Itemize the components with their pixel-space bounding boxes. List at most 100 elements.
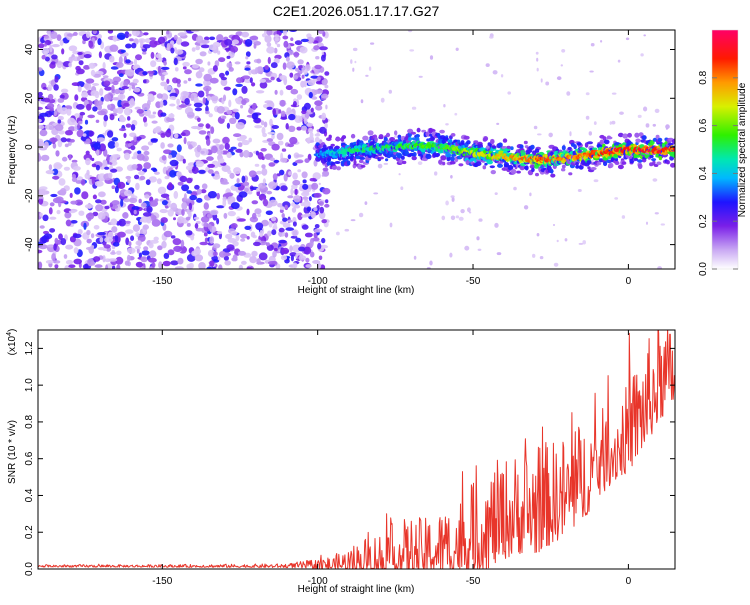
spectrogram-noise-cell — [268, 162, 276, 167]
spectrogram-noise-cell — [255, 222, 264, 231]
spectrogram-noise-cell — [182, 66, 187, 70]
spectrogram-noise-cell — [184, 69, 192, 75]
spectrogram-noise-cell — [77, 229, 83, 235]
spectrogram-noise-cell — [123, 102, 130, 107]
spectrogram-noise-cell — [230, 202, 240, 210]
spectrogram-noise-cell — [60, 137, 67, 143]
spectrogram-noise-cell — [38, 249, 43, 254]
spectrogram-noise-cell — [94, 264, 103, 268]
snr-y-tick-label: 0.2 — [24, 525, 35, 539]
spectrogram-noise-cell — [92, 194, 97, 200]
spectrogram-noise-cell — [207, 61, 211, 66]
spectrogram-noise-cell — [134, 106, 141, 110]
spectrogram-sparse-cell — [400, 186, 404, 190]
spectrogram-noise-cell — [88, 40, 94, 48]
spectrogram-noise-cell — [248, 170, 257, 178]
spectrogram-noise-cell — [135, 182, 140, 191]
spectrogram-x-tick-label: 0 — [626, 276, 632, 287]
snr-scale-label: (x104) — [6, 329, 18, 356]
spectrogram-sparse-cell — [450, 175, 453, 179]
spectrogram-noise-cell — [255, 170, 263, 175]
spectrogram-noise-cell — [97, 232, 106, 236]
spectrogram-ridge-cell — [606, 136, 613, 140]
spectrogram-noise-cell — [200, 150, 205, 154]
spectrogram-noise-cell — [313, 45, 320, 51]
spectrogram-noise-cell — [225, 70, 230, 76]
spectrogram-noise-cell — [304, 158, 310, 164]
spectrogram-ridge-cell — [430, 136, 435, 141]
spectrogram-noise-cell — [91, 157, 95, 162]
spectrogram-noise-cell — [91, 176, 95, 185]
spectrogram-noise-cell — [324, 122, 328, 129]
spectrogram-noise-cell — [278, 239, 287, 244]
spectrogram-noise-cell — [67, 33, 75, 37]
spectrogram-noise-cell — [177, 257, 184, 265]
spectrogram-noise-cell — [147, 93, 154, 98]
spectrogram-ridge-cell — [341, 135, 347, 140]
spectrogram-ridge-cell — [444, 137, 449, 141]
spectrogram-noise-cell — [38, 147, 48, 151]
spectrogram-noise-cell — [278, 109, 282, 114]
spectrogram-noise-cell — [143, 32, 149, 36]
spectrogram-noise-cell — [176, 98, 181, 106]
spectrogram-noise-cell — [198, 169, 206, 174]
spectrogram-noise-cell — [111, 200, 120, 206]
spectrogram-ridge-cell — [440, 155, 447, 161]
spectrogram-noise-cell — [283, 40, 289, 48]
spectrogram-noise-cell — [102, 159, 108, 166]
snr-panel: -150 -100 -50 0 0.0 0.2 0.4 0.6 0.8 1.0 1.2 Heigh… — [6, 329, 676, 595]
spectrogram-noise-cell — [167, 143, 174, 148]
spectrogram-noise-cell — [202, 210, 208, 214]
spectrogram-noise-cell — [148, 114, 156, 119]
spectrogram-noise-cell — [170, 47, 175, 54]
spectrogram-ridge-cell — [507, 164, 514, 171]
spectrogram-noise-cell — [107, 30, 114, 34]
spectrogram-noise-cell — [274, 34, 280, 38]
spectrogram-noise-cell — [83, 222, 87, 230]
spectrogram-noise-cell — [207, 191, 217, 199]
spectrogram-noise-cell — [73, 258, 82, 265]
spectrogram-noise-cell — [111, 137, 119, 142]
spectrogram-noise-cell — [226, 122, 230, 129]
spectrogram-ridge-cell — [394, 130, 398, 136]
spectrogram-noise-cell — [175, 78, 181, 84]
colorbar-tick-label: 0.0 — [698, 262, 709, 276]
spectrogram-noise-cell — [263, 121, 268, 128]
spectrogram-noise-cell — [97, 38, 102, 46]
spectrogram-noise-cell — [275, 186, 280, 191]
spectrogram-ridge-cell — [586, 141, 594, 145]
spectrogram-ridge-cell — [586, 160, 592, 165]
spectrogram-sparse-cell — [368, 66, 372, 71]
spectrogram-sparse-cell — [654, 212, 659, 215]
spectrogram-noise-cell — [107, 130, 114, 138]
spectrogram-ridge-cell — [657, 137, 663, 142]
spectrogram-noise-cell — [178, 104, 187, 108]
spectrogram-noise-cell — [288, 171, 292, 176]
spectrogram-sparse-cell — [643, 106, 648, 112]
spectrogram-sparse-cell — [365, 74, 369, 77]
spectrogram-noise-cell — [131, 30, 140, 37]
spectrogram-noise-cell — [308, 127, 314, 134]
spectrogram-noise-cell — [298, 255, 307, 261]
spectrogram-noise-cell — [76, 81, 85, 88]
spectrogram-sparse-cell — [561, 49, 566, 53]
spectrogram-noise-cell — [146, 216, 152, 224]
spectrogram-ridge-cell — [510, 169, 517, 175]
spectrogram-noise-cell — [206, 95, 211, 101]
spectrogram-noise-cell — [227, 200, 233, 205]
spectrogram-noise-cell — [263, 104, 269, 109]
spectrogram-noise-cell — [191, 166, 196, 172]
spectrogram-noise-cell — [150, 138, 158, 143]
spectrogram-noise-cell — [312, 260, 321, 264]
spectrogram-ridge-cell — [641, 135, 647, 141]
spectrogram-noise-cell — [123, 107, 132, 116]
spectrogram-noise-cell — [324, 84, 329, 89]
spectrogram-sparse-cell — [652, 123, 656, 127]
spectrogram-noise-cell — [177, 181, 184, 186]
spectrogram-noise-cell — [136, 109, 144, 114]
spectrogram-noise-cell — [46, 103, 55, 109]
spectrogram-noise-cell — [184, 98, 190, 105]
spectrogram-noise-cell — [201, 39, 210, 44]
spectrogram-sparse-cell — [455, 47, 459, 51]
spectrogram-noise-cell — [51, 253, 56, 262]
